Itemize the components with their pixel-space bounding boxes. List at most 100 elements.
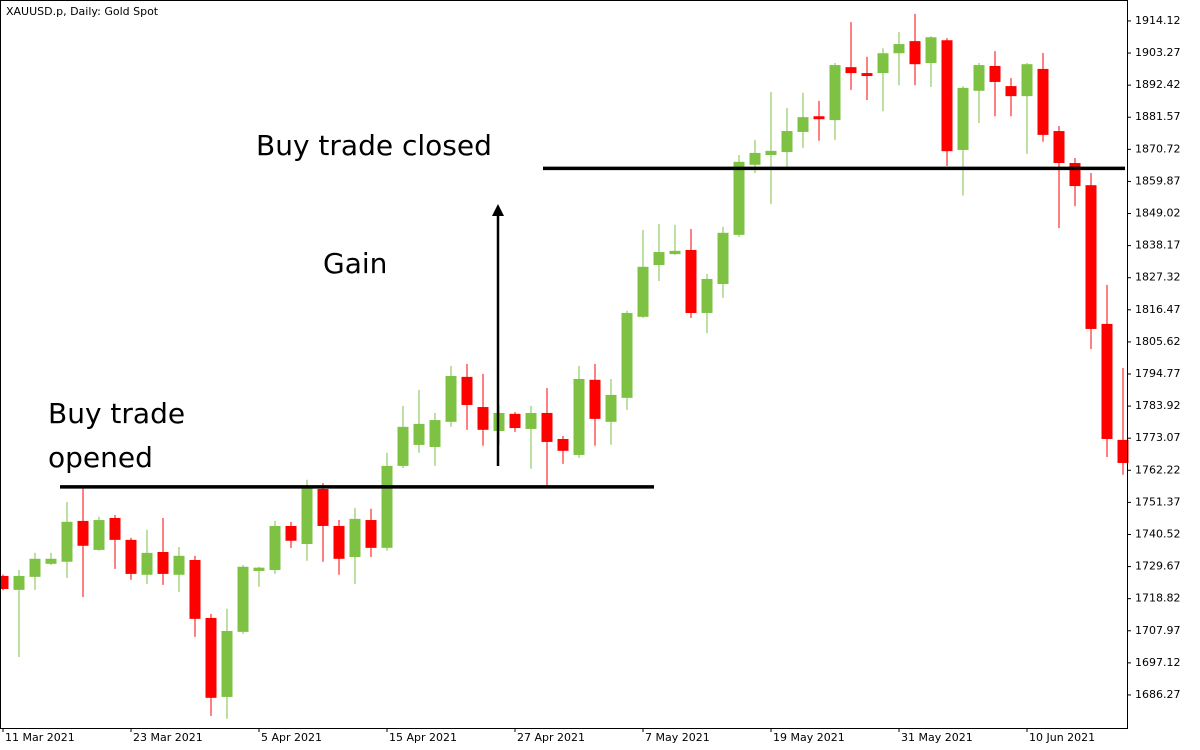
y-tick-label: 1794.77 [1135,367,1181,380]
candle-body [13,575,25,590]
x-tick-label: 31 May 2021 [901,731,973,744]
x-tick-label: 27 Apr 2021 [517,731,585,744]
candle-body [621,312,633,398]
candle-body [1069,162,1081,187]
candle-body [925,37,937,64]
candle-body [653,252,665,266]
candle-body [685,249,697,313]
candle-body [125,539,137,574]
candle-body [989,65,1001,82]
candle-body [61,521,73,562]
y-tick-label: 1914.12 [1135,14,1181,27]
candle-body [317,488,329,526]
candle-body [541,412,553,442]
y-tick-label: 1870.72 [1135,142,1181,155]
candle-body [557,438,569,451]
candle-body [637,266,649,317]
y-tick-label: 1751.37 [1135,495,1181,508]
candle-body [1005,86,1017,97]
candle-body [1037,68,1049,135]
candle-body [733,161,745,235]
candle-body [269,525,281,571]
y-tick-label: 1707.97 [1135,624,1181,637]
x-tick-label: 15 Apr 2021 [389,731,457,744]
candle-body [877,53,889,74]
y-tick-label: 1881.57 [1135,110,1181,123]
candle-body [781,131,793,153]
y-tick-label: 1697.12 [1135,656,1181,669]
candle-body [669,250,681,255]
x-tick-label: 7 May 2021 [645,731,710,744]
x-tick-label: 5 Apr 2021 [261,731,322,744]
y-tick-label: 1903.27 [1135,46,1181,59]
candle-body [845,67,857,74]
y-tick-label: 1740.52 [1135,527,1181,540]
candle-body [1053,131,1065,163]
x-tick-label: 10 Jun 2021 [1029,731,1095,744]
candle-body [973,65,985,91]
candle-body [301,486,313,545]
candle-body [1085,185,1097,329]
candle-body [813,116,825,120]
candle-body [157,551,169,574]
y-tick-label: 1892.42 [1135,78,1181,91]
gain-label: Gain [323,247,387,280]
candle-body [381,465,393,548]
y-tick-label: 1729.67 [1135,560,1181,573]
candle-body [29,558,41,577]
y-tick-label: 1686.27 [1135,688,1181,701]
y-tick-label: 1718.82 [1135,592,1181,605]
candle-body [1101,323,1113,439]
candle-body [1117,439,1129,463]
candle-body [461,376,473,405]
candle-body [333,525,345,559]
y-tick-label: 1838.17 [1135,239,1181,252]
candle-body [429,420,441,447]
candle-body [141,552,153,575]
candle-body [749,152,761,165]
y-tick-label: 1849.02 [1135,207,1181,220]
candle-body [365,520,377,548]
gain-arrow-head [492,204,504,216]
candle-body [349,518,361,558]
y-tick-label: 1762.22 [1135,463,1181,476]
candle-body [93,520,105,550]
candle-body [893,44,905,54]
candle-body [445,375,457,422]
x-tick-label: 11 Mar 2021 [5,731,75,744]
y-tick-label: 1773.07 [1135,431,1181,444]
candle-body [237,566,249,632]
candle-body [109,517,121,540]
candle-body [397,426,409,466]
candle-body [589,379,601,419]
candle-body [0,575,9,589]
plot-area [0,13,1129,719]
candle-body [413,423,425,445]
y-tick-label: 1859.87 [1135,174,1181,187]
y-tick-label: 1805.62 [1135,335,1181,348]
candle-body [285,525,297,541]
level-label: opened [48,441,153,474]
candle-body [189,559,201,619]
candle-body [861,73,873,77]
candle-body [573,378,585,455]
candle-body [701,278,713,313]
candle-body [509,413,521,429]
candle-body [797,117,809,132]
candle-body [173,555,185,575]
candle-body [77,520,89,546]
chart-title: XAUUSD.p, Daily: Gold Spot [6,5,159,18]
candle-body [525,412,537,429]
candle-body [605,394,617,422]
x-tick-label: 19 May 2021 [773,731,845,744]
candle-body [957,87,969,150]
candle-body [765,150,777,156]
y-tick-label: 1816.47 [1135,303,1181,316]
candle-body [909,41,921,65]
candle-body [1021,64,1033,97]
level-label: Buy trade closed [256,129,492,162]
plot-frame [0,0,1128,729]
candle-body [253,567,265,571]
